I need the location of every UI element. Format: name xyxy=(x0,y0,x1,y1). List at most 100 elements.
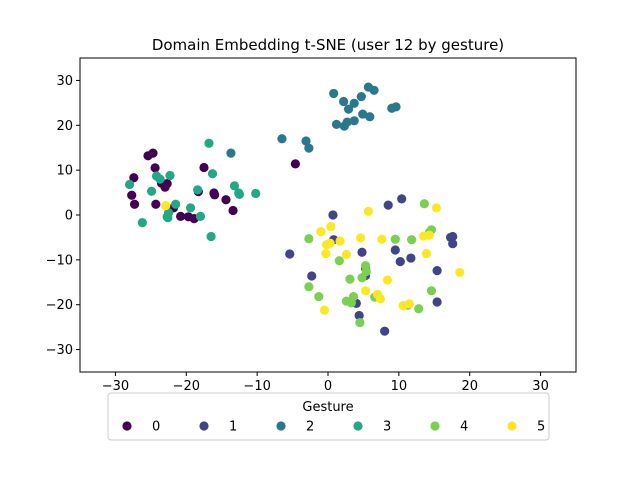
data-point-gesture-3 xyxy=(171,199,181,209)
data-point-gesture-2 xyxy=(391,102,401,112)
data-point-gesture-1 xyxy=(390,245,400,255)
y-tick-label: 30 xyxy=(56,74,73,89)
data-point-gesture-5 xyxy=(161,200,171,211)
data-point-gesture-0 xyxy=(151,199,161,209)
x-tick-label: 30 xyxy=(532,379,549,394)
x-tick-label: −10 xyxy=(243,379,270,394)
y-tick-label: −10 xyxy=(46,253,73,268)
data-point-gesture-4 xyxy=(345,274,355,284)
legend: Gesture 0 1 2 3 4 5 xyxy=(107,392,550,441)
data-point-gesture-4 xyxy=(348,292,359,302)
data-point-gesture-2 xyxy=(329,88,339,99)
data-point-gesture-5 xyxy=(360,286,371,296)
data-point-gesture-3 xyxy=(229,181,240,191)
data-point-gesture-0 xyxy=(127,190,137,200)
data-point-gesture-0 xyxy=(162,179,172,189)
data-point-gesture-2 xyxy=(343,104,354,114)
data-point-gesture-5 xyxy=(382,275,393,285)
data-point-gesture-0 xyxy=(199,162,209,173)
legend-marker-gesture-0 xyxy=(122,421,132,431)
y-tick-label: −20 xyxy=(46,298,73,313)
data-point-gesture-0 xyxy=(176,211,186,221)
points-layer xyxy=(125,82,465,336)
data-point-gesture-0 xyxy=(148,148,158,158)
data-point-gesture-3 xyxy=(204,138,214,148)
y-tick-label: 20 xyxy=(56,119,73,134)
data-point-gesture-4 xyxy=(304,282,314,292)
legend-marker-gesture-5 xyxy=(507,421,517,431)
data-point-gesture-4 xyxy=(304,234,314,244)
data-point-gesture-3 xyxy=(163,208,174,218)
data-point-gesture-4 xyxy=(414,304,424,314)
data-point-gesture-3 xyxy=(155,174,165,184)
legend-label-gesture-5: 5 xyxy=(537,420,545,435)
legend-title: Gesture xyxy=(302,400,353,415)
legend-marker-gesture-1 xyxy=(199,421,209,431)
data-point-gesture-4 xyxy=(426,286,437,296)
data-point-gesture-1 xyxy=(448,239,458,249)
data-point-gesture-1 xyxy=(448,231,458,242)
data-point-gesture-5 xyxy=(363,206,373,217)
data-point-gesture-5 xyxy=(431,203,442,213)
y-tick-label: 0 xyxy=(65,209,73,224)
x-tick-label: −30 xyxy=(102,379,129,394)
data-point-gesture-1 xyxy=(328,210,338,220)
data-point-gesture-1 xyxy=(307,271,317,281)
data-point-gesture-2 xyxy=(331,119,342,129)
data-point-gesture-2 xyxy=(301,136,311,146)
data-point-gesture-4 xyxy=(361,266,371,277)
x-tick-label: −20 xyxy=(173,379,200,394)
data-point-gesture-4 xyxy=(407,235,417,245)
data-point-gesture-5 xyxy=(335,236,345,246)
data-point-gesture-5 xyxy=(421,248,432,259)
data-point-gesture-5 xyxy=(321,248,331,259)
data-point-gesture-2 xyxy=(358,109,368,119)
legend-label-gesture-0: 0 xyxy=(152,420,160,435)
data-point-gesture-5 xyxy=(316,226,326,237)
data-point-gesture-1 xyxy=(383,200,393,210)
data-point-gesture-2 xyxy=(226,148,236,158)
legend-label-gesture-1: 1 xyxy=(229,420,237,435)
data-point-gesture-3 xyxy=(193,185,203,195)
data-point-gesture-1 xyxy=(354,310,364,321)
data-point-gesture-0 xyxy=(290,159,301,169)
x-tick-label: 10 xyxy=(391,379,408,394)
y-tick-label: 10 xyxy=(56,164,73,179)
x-tick-label: 20 xyxy=(461,379,478,394)
data-point-gesture-1 xyxy=(432,297,442,307)
data-point-gesture-0 xyxy=(150,163,160,173)
data-point-gesture-3 xyxy=(146,186,157,196)
data-point-gesture-1 xyxy=(397,194,407,204)
data-point-gesture-3 xyxy=(207,169,218,179)
legend-marker-gesture-2 xyxy=(276,421,286,431)
data-point-gesture-5 xyxy=(355,233,366,243)
x-axis: −30 −20 −10 0 10 20 30 xyxy=(102,372,549,394)
data-point-gesture-4 xyxy=(419,199,429,209)
data-point-gesture-1 xyxy=(406,253,416,263)
data-point-gesture-4 xyxy=(314,292,324,302)
data-point-gesture-0 xyxy=(221,195,231,205)
data-point-gesture-1 xyxy=(285,249,295,259)
data-point-gesture-5 xyxy=(341,249,352,260)
data-point-gesture-1 xyxy=(380,326,390,336)
data-point-gesture-5 xyxy=(404,299,415,309)
data-point-gesture-5 xyxy=(375,294,386,304)
data-point-gesture-2 xyxy=(365,112,375,122)
data-point-gesture-3 xyxy=(195,211,206,221)
data-point-gesture-2 xyxy=(349,116,359,126)
data-point-gesture-3 xyxy=(125,179,135,190)
data-point-gesture-2 xyxy=(369,85,379,95)
data-point-gesture-4 xyxy=(355,318,365,328)
data-point-gesture-5 xyxy=(455,267,465,278)
data-point-gesture-2 xyxy=(338,96,349,107)
data-point-gesture-2 xyxy=(342,117,352,127)
chart-title: Domain Embedding t-SNE (user 12 by gestu… xyxy=(152,36,504,54)
data-point-gesture-1 xyxy=(432,266,442,276)
data-point-gesture-5 xyxy=(319,305,330,315)
y-axis: −30 −20 −10 0 10 20 30 xyxy=(46,74,80,358)
data-point-gesture-3 xyxy=(251,188,261,199)
data-point-gesture-3 xyxy=(234,189,245,199)
plot-area-frame xyxy=(79,57,577,373)
legend-marker-gesture-4 xyxy=(430,421,440,431)
